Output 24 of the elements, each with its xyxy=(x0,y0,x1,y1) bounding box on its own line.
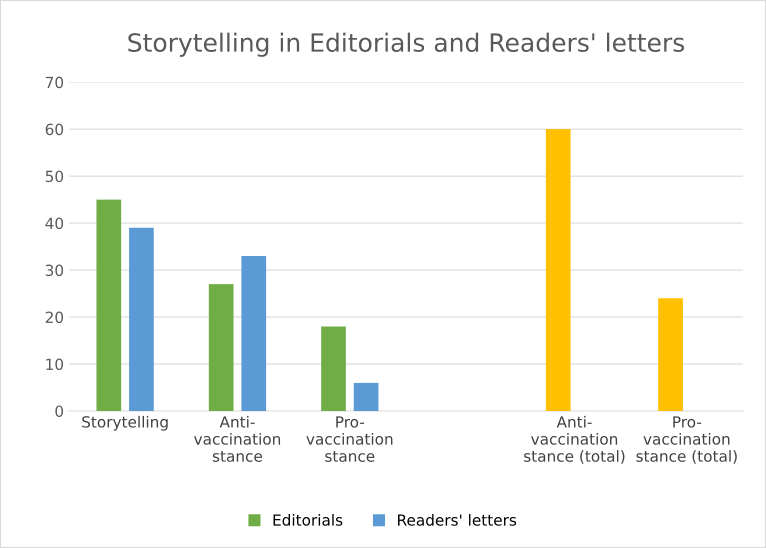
y-tick-label: 50 xyxy=(46,170,64,182)
bar xyxy=(96,200,122,411)
legend-label: Editorials xyxy=(274,514,342,526)
chart-title: Storytelling in Editorials and Readers' letters xyxy=(128,32,684,57)
bar xyxy=(129,228,154,411)
bar xyxy=(241,256,266,411)
x-tick-label: Storytelling xyxy=(82,416,168,431)
bar xyxy=(546,129,571,411)
bar xyxy=(354,382,378,411)
bar xyxy=(658,298,683,411)
y-tick-label: 30 xyxy=(46,264,64,276)
y-tick-label: 60 xyxy=(46,124,64,136)
y-tick-label: 0 xyxy=(55,405,64,418)
bar xyxy=(321,326,346,411)
x-tick-label: Anti- vaccination stance (total) xyxy=(524,416,624,464)
y-tick-label: 10 xyxy=(46,358,64,370)
bar xyxy=(208,284,234,411)
legend-label: Readers' letters xyxy=(398,514,516,526)
y-tick-label: 40 xyxy=(45,218,64,230)
x-tick-label: Pro- vaccination stance xyxy=(306,416,392,462)
x-tick-label: Pro- vaccination stance (total) xyxy=(636,416,737,464)
y-tick-label: 20 xyxy=(46,312,64,324)
x-tick-label: Anti- vaccination stance xyxy=(194,416,280,462)
y-tick-label: 70 xyxy=(46,76,64,88)
